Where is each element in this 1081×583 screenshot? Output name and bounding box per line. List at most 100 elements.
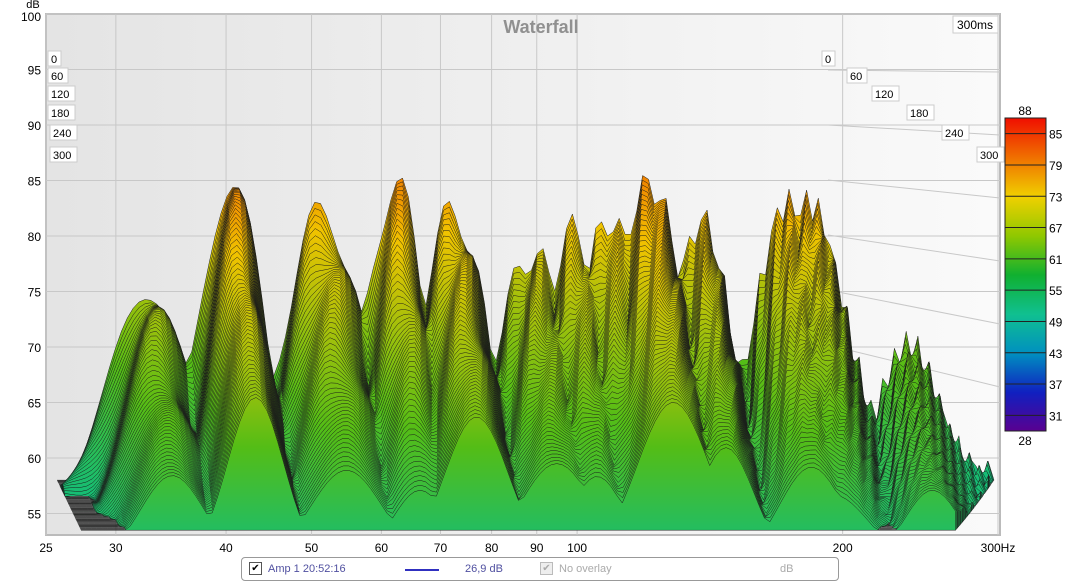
colorbar-band bbox=[1005, 405, 1046, 406]
colorbar-band bbox=[1005, 363, 1046, 364]
colorbar-band bbox=[1005, 286, 1046, 287]
colorbar-band bbox=[1005, 131, 1046, 132]
x-tick-label: 90 bbox=[530, 541, 544, 555]
colorbar-band bbox=[1005, 155, 1046, 156]
measurement-checkbox[interactable]: ✔ bbox=[249, 562, 262, 575]
colorbar-band bbox=[1005, 184, 1046, 185]
colorbar-band bbox=[1005, 241, 1046, 242]
colorbar-band bbox=[1005, 370, 1046, 371]
colorbar-band bbox=[1005, 127, 1046, 128]
colorbar-band bbox=[1005, 253, 1046, 254]
colorbar-band bbox=[1005, 423, 1046, 424]
time-tick-label: 240 bbox=[945, 128, 963, 140]
colorbar-band bbox=[1005, 242, 1046, 243]
colorbar-band bbox=[1005, 214, 1046, 215]
time-tick-label: 120 bbox=[875, 89, 893, 101]
colorbar-band bbox=[1005, 174, 1046, 175]
colorbar-band bbox=[1005, 205, 1046, 206]
colorbar-band bbox=[1005, 348, 1046, 349]
colorbar-band bbox=[1005, 284, 1046, 285]
colorbar-band bbox=[1005, 171, 1046, 172]
colorbar-band bbox=[1005, 177, 1046, 178]
colorbar-band bbox=[1005, 243, 1046, 244]
colorbar-band bbox=[1005, 162, 1046, 163]
colorbar-band bbox=[1005, 383, 1046, 384]
colorbar-band bbox=[1005, 320, 1046, 321]
measurement-offset: 26,9 dB bbox=[465, 563, 503, 575]
colorbar-band bbox=[1005, 397, 1046, 398]
colorbar-band bbox=[1005, 338, 1046, 339]
colorbar-band bbox=[1005, 364, 1046, 365]
colorbar-band bbox=[1005, 292, 1046, 293]
time-tick-label: 60 bbox=[850, 71, 862, 83]
colorbar-band bbox=[1005, 410, 1046, 411]
colorbar-band bbox=[1005, 322, 1046, 323]
colorbar-band bbox=[1005, 136, 1046, 137]
colorbar-band bbox=[1005, 273, 1046, 274]
colorbar-band bbox=[1005, 342, 1046, 343]
colorbar-band bbox=[1005, 358, 1046, 359]
colorbar-band bbox=[1005, 203, 1046, 204]
colorbar-band bbox=[1005, 375, 1046, 376]
colorbar-band bbox=[1005, 130, 1046, 131]
colorbar-band bbox=[1005, 420, 1046, 421]
colorbar-band bbox=[1005, 230, 1046, 231]
colorbar-band bbox=[1005, 369, 1046, 370]
colorbar-band bbox=[1005, 254, 1046, 255]
measurement-name[interactable]: Amp 1 20:52:16 bbox=[268, 563, 346, 575]
colorbar-band bbox=[1005, 406, 1046, 407]
colorbar-tick-label: 49 bbox=[1049, 315, 1063, 329]
colorbar-band bbox=[1005, 246, 1046, 247]
time-tick-label: 300 bbox=[53, 150, 71, 162]
waterfall-slice bbox=[81, 397, 956, 531]
time-tick-label: 300 bbox=[980, 150, 998, 162]
colorbar-band bbox=[1005, 264, 1046, 265]
colorbar-band bbox=[1005, 257, 1046, 258]
colorbar-band bbox=[1005, 170, 1046, 171]
waterfall-chart: 100 95 90 85 80 75 70 65 60 55 25 30 40 50 60 70 80 90 100… bbox=[21, 0, 1063, 555]
depth-gridline bbox=[827, 124, 1001, 136]
colorbar-band bbox=[1005, 157, 1046, 158]
colorbar-band bbox=[1005, 281, 1046, 282]
colorbar-band bbox=[1005, 168, 1046, 169]
colorbar-band bbox=[1005, 245, 1046, 246]
colorbar-band bbox=[1005, 402, 1046, 403]
time-tick-label: 180 bbox=[910, 108, 928, 120]
colorbar-band bbox=[1005, 329, 1046, 330]
time-tick-box bbox=[47, 67, 69, 84]
overlay-unit: dB bbox=[780, 563, 794, 575]
colorbar-band bbox=[1005, 326, 1046, 327]
colorbar-band bbox=[1005, 198, 1046, 199]
colorbar-band bbox=[1005, 395, 1046, 396]
colorbar-band bbox=[1005, 366, 1046, 367]
colorbar-band bbox=[1005, 425, 1046, 426]
colorbar-band bbox=[1005, 176, 1046, 177]
time-tick-label: 60 bbox=[51, 71, 63, 83]
time-tick-label: 120 bbox=[51, 89, 69, 101]
colorbar-band bbox=[1005, 404, 1046, 405]
colorbar-band bbox=[1005, 318, 1046, 319]
colorbar-band bbox=[1005, 199, 1046, 200]
colorbar-band bbox=[1005, 194, 1046, 195]
colorbar-band bbox=[1005, 122, 1046, 123]
depth-gridline bbox=[827, 179, 1001, 199]
colorbar-band bbox=[1005, 277, 1046, 278]
colorbar-band bbox=[1005, 296, 1046, 297]
depth-gridline bbox=[827, 289, 1001, 325]
overlay-checkbox[interactable]: ✔ bbox=[540, 562, 553, 575]
y-tick-label: 70 bbox=[28, 341, 42, 355]
colorbar-band bbox=[1005, 388, 1046, 389]
colorbar-band bbox=[1005, 151, 1046, 152]
colorbar-band bbox=[1005, 305, 1046, 306]
colorbar-band bbox=[1005, 319, 1046, 320]
colorbar-band bbox=[1005, 350, 1046, 351]
colorbar-band bbox=[1005, 359, 1046, 360]
colorbar-tick-label: 67 bbox=[1049, 222, 1063, 236]
colorbar-band bbox=[1005, 232, 1046, 233]
colorbar-min-label: 28 bbox=[1018, 434, 1032, 448]
colorbar-band bbox=[1005, 256, 1046, 257]
colorbar-band bbox=[1005, 141, 1046, 142]
colorbar-band bbox=[1005, 129, 1046, 130]
colorbar-band bbox=[1005, 226, 1046, 227]
colorbar-band bbox=[1005, 135, 1046, 136]
